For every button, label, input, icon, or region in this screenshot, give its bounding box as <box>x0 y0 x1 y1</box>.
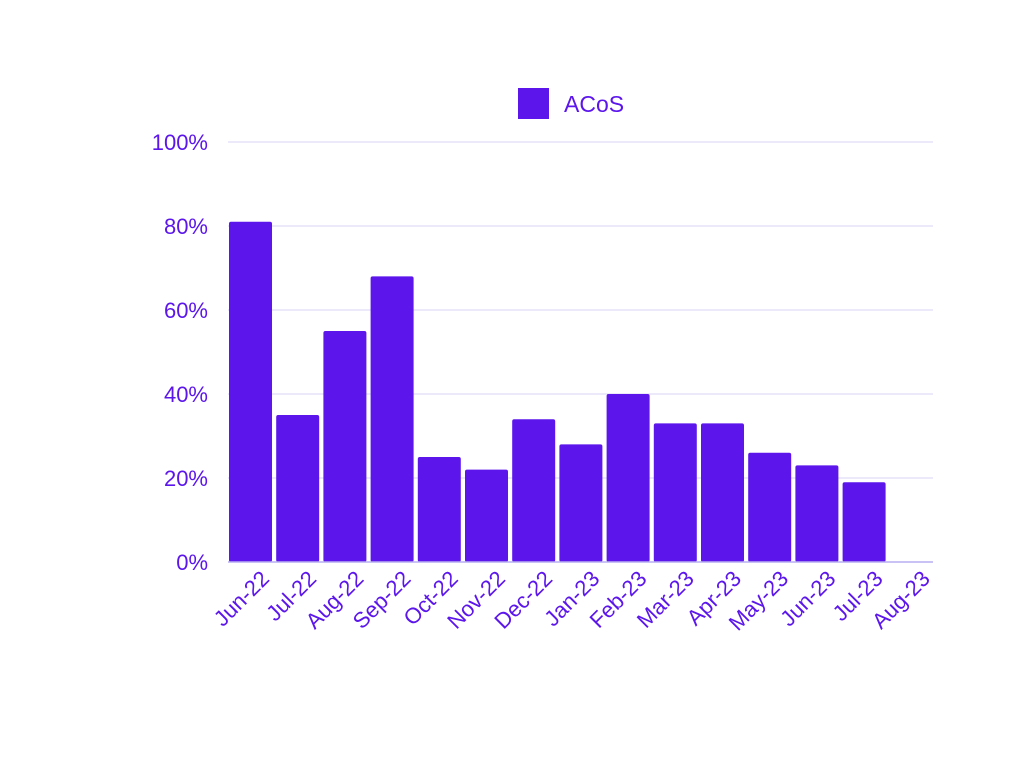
bars <box>229 221 886 563</box>
bar-sep-22 <box>370 276 414 562</box>
y-tick-label: 0% <box>176 550 208 575</box>
bar-oct-22 <box>417 457 461 562</box>
bar-dec-22 <box>512 419 556 562</box>
bar-jul-22 <box>276 415 320 562</box>
bar-feb-23 <box>606 394 650 562</box>
x-axis-tick-labels: Jun-22Jul-22Aug-22Sep-22Oct-22Nov-22Dec-… <box>209 566 935 636</box>
bar-jun-22 <box>229 221 272 563</box>
y-tick-label: 80% <box>164 214 208 239</box>
bar-may-23 <box>748 452 792 562</box>
bar-apr-23 <box>701 423 744 562</box>
y-tick-label: 20% <box>164 466 208 491</box>
bar-jan-23 <box>559 444 603 562</box>
y-tick-label: 60% <box>164 298 208 323</box>
bar-aug-22 <box>323 331 367 562</box>
bar-nov-22 <box>465 469 508 562</box>
legend-swatch <box>518 88 549 119</box>
x-tick-label: Jun-22 <box>209 566 274 631</box>
y-axis-tick-labels: 0% 20% 40% 60% 80% 100% <box>152 130 208 575</box>
bar-mar-23 <box>653 423 697 562</box>
y-tick-label: 100% <box>152 130 208 155</box>
y-tick-label: 40% <box>164 382 208 407</box>
legend: ACoS <box>518 88 624 119</box>
bar-jul-23 <box>842 482 886 562</box>
bar-jun-23 <box>795 465 839 562</box>
legend-label-acos: ACoS <box>564 91 624 117</box>
